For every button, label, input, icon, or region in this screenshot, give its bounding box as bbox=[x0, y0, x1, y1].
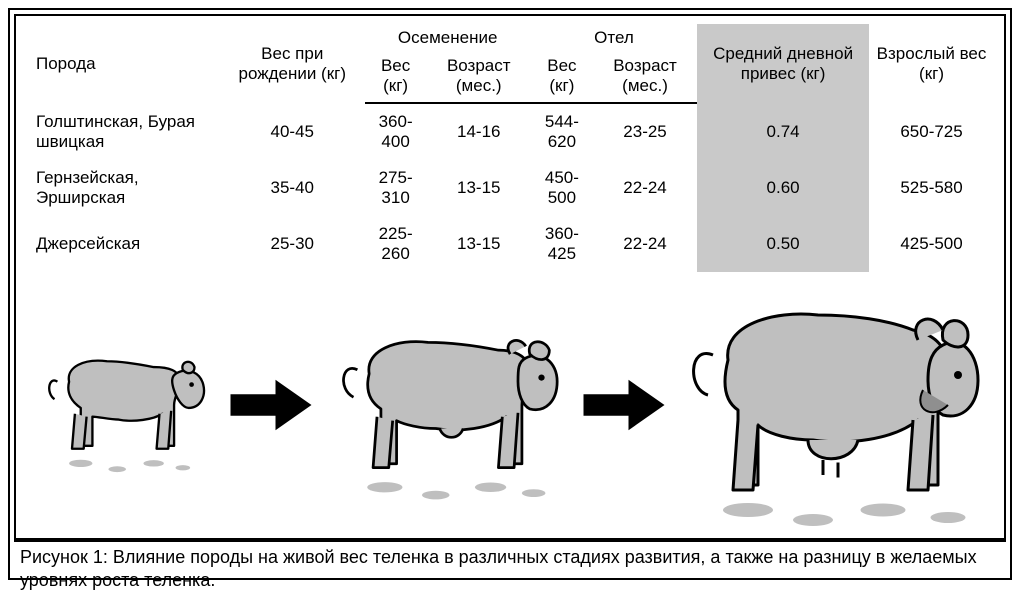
cell-breed: Гернзейская, Эрширская bbox=[26, 160, 220, 216]
cell-insem-w: 275-310 bbox=[365, 160, 427, 216]
col-insem-weight: Вес (кг) bbox=[365, 52, 427, 103]
table-row: Гернзейская, Эрширская 35-40 275-310 13-… bbox=[26, 160, 994, 216]
growth-illustration bbox=[26, 272, 994, 534]
caption-text: Влияние породы на живой вес теленка в ра… bbox=[20, 547, 977, 590]
cell-calv-a: 22-24 bbox=[593, 216, 697, 272]
arrow-right-icon bbox=[226, 365, 316, 445]
colgroup-insemination: Осеменение bbox=[365, 24, 531, 52]
cell-adg: 0.50 bbox=[697, 216, 869, 272]
colgroup-calving: Отел bbox=[531, 24, 697, 52]
table-row: Джерсейская 25-30 225-260 13-15 360-425 … bbox=[26, 216, 994, 272]
cell-insem-a: 13-15 bbox=[427, 160, 531, 216]
cell-calv-w: 450-500 bbox=[531, 160, 593, 216]
cell-calv-a: 23-25 bbox=[593, 103, 697, 160]
cell-birth: 35-40 bbox=[220, 160, 365, 216]
cell-adult: 650-725 bbox=[869, 103, 994, 160]
col-birth-weight: Вес при рождении (кг) bbox=[220, 24, 365, 103]
cell-insem-w: 360-400 bbox=[365, 103, 427, 160]
col-breed: Порода bbox=[26, 24, 220, 103]
arrow-right-icon bbox=[579, 365, 669, 445]
cell-calv-w: 544-620 bbox=[531, 103, 593, 160]
cell-calv-w: 360-425 bbox=[531, 216, 593, 272]
cell-birth: 25-30 bbox=[220, 216, 365, 272]
heifer-medium-icon bbox=[330, 307, 565, 503]
col-calv-weight: Вес (кг) bbox=[531, 52, 593, 103]
cow-svg-icon bbox=[37, 332, 212, 478]
calf-small-icon bbox=[37, 332, 212, 478]
table-row: Голштинская, Бурая швицкая 40-45 360-400… bbox=[26, 103, 994, 160]
cell-adg: 0.60 bbox=[697, 160, 869, 216]
figure-frame: Порода Вес при рождении (кг) Осеменение … bbox=[8, 8, 1012, 580]
caption-label: Рисунок 1: bbox=[20, 547, 108, 567]
cell-insem-a: 13-15 bbox=[427, 216, 531, 272]
cell-adult: 425-500 bbox=[869, 216, 994, 272]
col-adult-weight: Взрослый вес (кг) bbox=[869, 24, 994, 103]
col-calv-age: Возраст (мес.) bbox=[593, 52, 697, 103]
cell-breed: Джерсейская bbox=[26, 216, 220, 272]
cell-insem-a: 14-16 bbox=[427, 103, 531, 160]
cell-calv-a: 22-24 bbox=[593, 160, 697, 216]
figure-content: Порода Вес при рождении (кг) Осеменение … bbox=[14, 14, 1006, 540]
cow-svg-icon bbox=[330, 307, 565, 503]
breed-growth-table: Порода Вес при рождении (кг) Осеменение … bbox=[26, 24, 994, 272]
col-insem-age: Возраст (мес.) bbox=[427, 52, 531, 103]
cow-svg-icon bbox=[683, 280, 983, 530]
col-adg: Средний дневной привес (кг) bbox=[697, 24, 869, 103]
cell-breed: Голштинская, Бурая швицкая bbox=[26, 103, 220, 160]
cell-insem-w: 225-260 bbox=[365, 216, 427, 272]
cell-adg: 0.74 bbox=[697, 103, 869, 160]
cell-birth: 40-45 bbox=[220, 103, 365, 160]
figure-caption: Рисунок 1: Влияние породы на живой вес т… bbox=[14, 540, 1006, 597]
cow-large-icon bbox=[683, 280, 983, 530]
cell-adult: 525-580 bbox=[869, 160, 994, 216]
